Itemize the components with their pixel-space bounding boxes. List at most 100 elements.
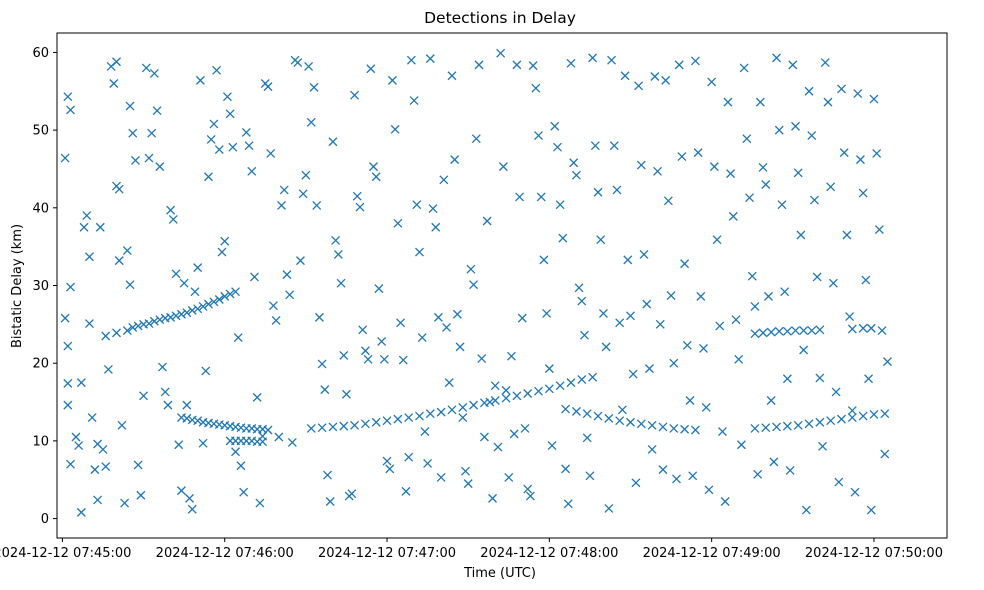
data-point [588, 53, 598, 63]
data-point [758, 162, 768, 172]
data-point [136, 490, 146, 500]
data-point [585, 471, 595, 481]
data-point [577, 375, 587, 384]
data-point [193, 304, 203, 314]
data-point [360, 346, 370, 356]
data-point [71, 432, 81, 442]
data-point [582, 409, 592, 419]
data-point [569, 158, 579, 168]
data-point [615, 416, 625, 426]
data-point [128, 128, 138, 138]
data-point [690, 425, 700, 435]
data-point [415, 247, 424, 257]
data-point [469, 400, 479, 410]
data-point [874, 225, 884, 235]
data-point [607, 55, 617, 65]
data-point [95, 222, 105, 232]
data-point [847, 406, 857, 416]
data-point [312, 201, 322, 210]
data-point [807, 131, 817, 141]
data-point [704, 485, 714, 495]
data-point [496, 48, 506, 58]
data-point [442, 322, 452, 332]
data-point [393, 218, 403, 228]
data-point [853, 89, 863, 99]
data-point [682, 340, 692, 350]
data-point [826, 416, 836, 426]
data-point [796, 230, 806, 240]
data-point [347, 489, 357, 499]
data-point [880, 449, 890, 459]
data-point [187, 305, 197, 315]
data-point [609, 141, 619, 151]
data-point [850, 487, 860, 497]
data-point [552, 142, 562, 152]
data-point [845, 312, 855, 322]
data-point [558, 233, 568, 243]
data-point [837, 414, 846, 424]
data-point [171, 269, 181, 279]
data-point [639, 249, 649, 259]
data-point [128, 322, 138, 332]
data-point [339, 421, 349, 431]
data-point [498, 162, 508, 172]
data-point [258, 431, 268, 441]
data-point [688, 471, 698, 481]
data-point [236, 461, 246, 471]
data-point [747, 271, 757, 281]
data-point [461, 466, 470, 476]
data-point [750, 302, 760, 311]
data-point [63, 92, 73, 102]
data-point [763, 291, 773, 301]
data-point [731, 315, 741, 325]
data-point [680, 259, 690, 269]
data-point [547, 441, 557, 451]
data-point [807, 326, 817, 336]
chart-title: Detections in Delay [424, 9, 576, 27]
data-point [820, 58, 830, 67]
data-point [512, 60, 522, 70]
data-point [699, 343, 708, 353]
data-point [574, 283, 584, 293]
data-point [596, 235, 606, 245]
data-point [661, 75, 671, 85]
data-point [112, 328, 121, 338]
data-point [382, 456, 392, 466]
data-point [617, 405, 627, 415]
data-point [250, 272, 259, 282]
data-point [398, 355, 408, 365]
data-point [593, 187, 603, 197]
data-point [823, 97, 833, 107]
data-point [839, 148, 849, 158]
data-point [520, 423, 530, 433]
data-point [266, 148, 276, 158]
data-point [471, 134, 481, 144]
data-point [331, 235, 341, 245]
x-tick-label: 2024-12-12 07:48:00 [480, 546, 618, 561]
data-point [531, 83, 541, 93]
data-point [306, 117, 316, 127]
data-point [263, 82, 273, 92]
y-tick-label: 20 [32, 357, 49, 372]
x-tick-label: 2024-12-12 07:45:00 [0, 546, 131, 561]
x-axis-ticks: 2024-12-12 07:45:00 2024-12-12 07:46:00 20… [0, 538, 943, 561]
data-point [298, 189, 308, 199]
data-point [858, 188, 868, 198]
data-point [247, 166, 257, 176]
data-point [168, 215, 178, 224]
data-point [301, 170, 311, 180]
data-point [114, 256, 124, 266]
data-point [842, 230, 852, 240]
data-point [204, 172, 213, 182]
data-point [636, 160, 646, 170]
data-point [612, 185, 622, 195]
data-point [439, 175, 449, 185]
data-point [766, 396, 776, 405]
data-point [412, 200, 422, 210]
data-point [130, 155, 140, 165]
data-point [279, 185, 289, 195]
data-point [436, 407, 446, 417]
data-point [866, 505, 876, 515]
data-point [76, 507, 86, 517]
data-point [479, 432, 489, 442]
